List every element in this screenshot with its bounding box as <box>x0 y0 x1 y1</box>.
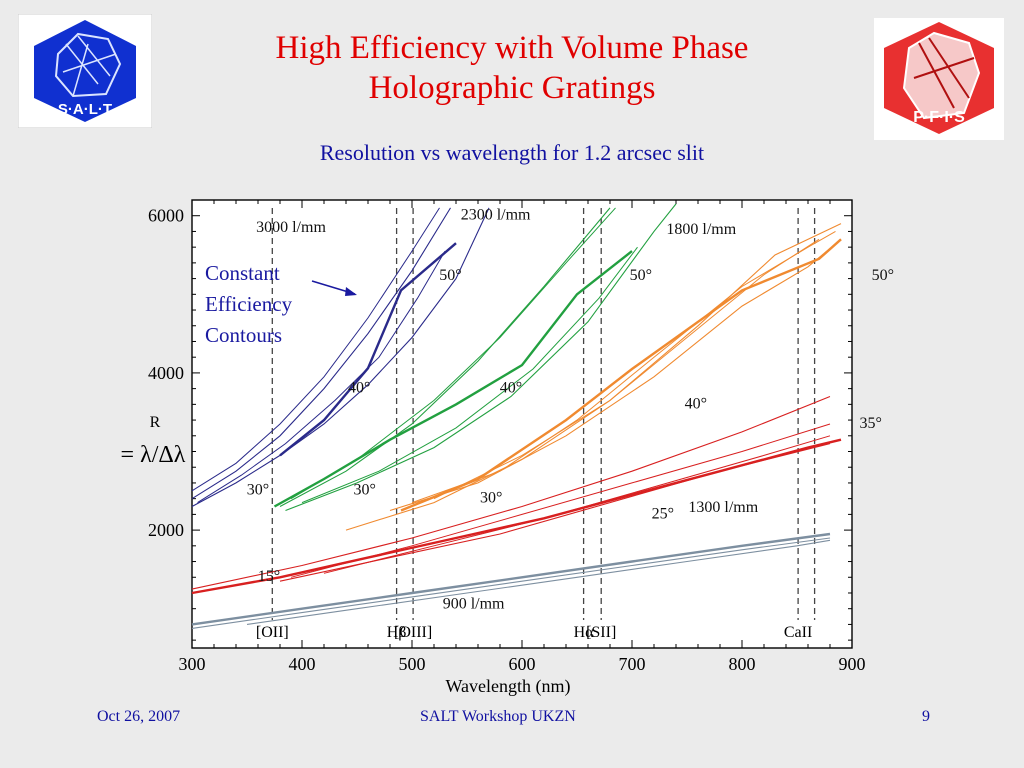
callout-text: Constant Efficiency Contours <box>205 258 292 351</box>
x-tick-label: 700 <box>619 654 646 674</box>
y-tick-label: 4000 <box>148 363 184 383</box>
y-axis-label-formula: = λ/Δλ <box>121 442 186 468</box>
grating-label: 1800 l/mm <box>666 221 736 238</box>
x-tick-label: 500 <box>399 654 426 674</box>
spectral-line-label: CaII <box>784 624 812 641</box>
efficiency-envelope <box>279 207 611 507</box>
x-tick-label: 900 <box>839 654 866 674</box>
callout-line: Constant <box>205 261 280 285</box>
efficiency-envelope <box>191 395 831 590</box>
angle-label: 30° <box>247 482 269 499</box>
slide-subtitle: Resolution vs wavelength for 1.2 arcsec … <box>319 140 705 165</box>
angle-label: 40° <box>348 380 370 397</box>
spectral-line-label: Hα <box>574 624 595 641</box>
chart-labels: 3000 l/mm 30° 40° 50° 2300 l/mm 30° 40° 50° 1800… <box>247 207 894 613</box>
grating-resolution-curve <box>273 250 633 508</box>
y-axis-label-r: R <box>150 414 161 431</box>
x-axis-label: Wavelength (nm) <box>445 676 570 697</box>
efficiency-envelope <box>191 537 831 629</box>
efficiency-envelope <box>191 207 451 500</box>
grating-series <box>191 203 842 629</box>
grating-resolution-curve <box>191 532 831 626</box>
grating-resolution-curve <box>191 438 842 595</box>
x-tick-label: 300 <box>179 654 206 674</box>
y-tick-label: 2000 <box>148 520 184 540</box>
efficiency-contour <box>301 246 638 504</box>
salt-logo-text: S·A·L·T <box>58 101 112 118</box>
angle-label: 25° <box>652 505 674 522</box>
spectral-line-label: [SII] <box>586 624 616 641</box>
spectral-lines: [OII] Hβ[OIII] Hα[SII] CaII <box>256 208 816 641</box>
callout-arrowhead <box>345 287 357 296</box>
footer-event: SALT Workshop UKZN <box>420 708 576 725</box>
title-line-2: Holographic Gratings <box>368 70 656 106</box>
y-tick-label: 6000 <box>148 206 184 226</box>
efficiency-contour <box>411 230 836 504</box>
angle-label: 40° <box>500 380 522 397</box>
efficiency-contour <box>197 250 446 504</box>
pfis-logo: P·F·I·S <box>874 18 1004 140</box>
callout-line: Contours <box>205 323 283 347</box>
efficiency-envelope <box>246 539 831 625</box>
spectral-line-label: Hβ <box>387 624 407 641</box>
angle-label: 30° <box>353 482 375 499</box>
grating-label: 900 l/mm <box>443 596 505 613</box>
angle-label: 50° <box>872 267 894 284</box>
footer-page-number: 9 <box>922 708 930 725</box>
x-tick-label: 400 <box>289 654 316 674</box>
spectral-line-label: [OII] <box>256 624 289 641</box>
title-line-1: High Efficiency with Volume Phase <box>275 30 749 66</box>
angle-label: 40° <box>685 395 707 412</box>
efficiency-envelope <box>389 238 842 512</box>
angle-label: 50° <box>630 267 652 284</box>
angle-label: 15° <box>258 568 280 585</box>
x-tick-label: 600 <box>509 654 536 674</box>
x-tick-label: 800 <box>729 654 756 674</box>
footer-date: Oct 26, 2007 <box>97 708 181 725</box>
pfis-logo-text: P·F·I·S <box>913 109 965 126</box>
salt-logo: S·A·L·T <box>17 13 153 129</box>
grating-resolution-curve <box>279 242 457 457</box>
angle-label: 30° <box>480 490 502 507</box>
grating-label: 1300 l/mm <box>688 499 758 516</box>
efficiency-contour <box>191 207 440 492</box>
spectral-line-label: [OIII] <box>394 624 432 641</box>
angle-label: 50° <box>439 267 461 284</box>
efficiency-contour <box>290 423 831 578</box>
angle-label: 35° <box>859 415 881 432</box>
grating-label: 2300 l/mm <box>461 207 531 224</box>
grating-label: 3000 l/mm <box>256 219 326 236</box>
efficiency-envelope <box>285 203 677 512</box>
efficiency-envelope <box>191 207 490 507</box>
slide-title: High Efficiency with Volume Phase Hologr… <box>0 28 1024 108</box>
callout-line: Efficiency <box>205 292 293 316</box>
grating-resolution-curve <box>400 238 842 512</box>
efficiency-contour <box>433 238 820 500</box>
